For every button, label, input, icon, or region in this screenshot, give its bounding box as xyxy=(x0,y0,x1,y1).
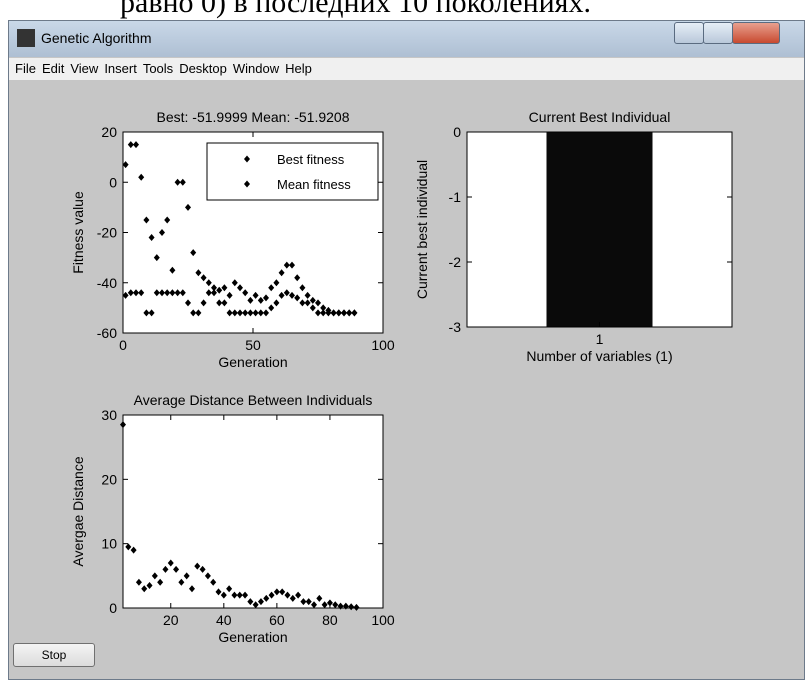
y-axis-label: Fitness value xyxy=(70,191,86,274)
chart-title: Current Best Individual xyxy=(529,109,671,125)
x-tick-label: 1 xyxy=(596,331,604,347)
x-tick-label: 50 xyxy=(245,337,261,353)
x-tick-label: 100 xyxy=(371,337,395,353)
legend-label: Mean fitness xyxy=(277,177,351,192)
x-axis-label: Generation xyxy=(218,629,287,645)
x-tick-label: 60 xyxy=(269,612,285,628)
x-tick-label: 40 xyxy=(216,612,232,628)
y-tick-label: 30 xyxy=(101,407,117,423)
page: равно 0) в последних 10 поколениях. Gene… xyxy=(0,0,811,684)
chart-title: Best: -51.9999 Mean: -51.9208 xyxy=(156,109,349,125)
x-tick-label: 0 xyxy=(119,337,127,353)
x-tick-label: 100 xyxy=(371,612,395,628)
y-tick-label: 20 xyxy=(101,471,117,487)
y-tick-label: -3 xyxy=(449,319,462,335)
y-tick-label: -1 xyxy=(449,189,462,205)
bar xyxy=(547,132,653,327)
y-axis-label: Avergae Distance xyxy=(70,456,86,566)
x-axis-label: Number of variables (1) xyxy=(526,348,672,364)
chart-title: Average Distance Between Individuals xyxy=(134,392,373,408)
y-tick-label: -2 xyxy=(449,254,462,270)
x-tick-label: 20 xyxy=(163,612,179,628)
y-axis-label: Current best individual xyxy=(414,160,430,299)
y-tick-label: 0 xyxy=(453,124,461,140)
y-tick-label: 20 xyxy=(101,124,117,140)
legend-label: Best fitness xyxy=(277,152,345,167)
y-tick-label: 0 xyxy=(109,600,117,616)
y-tick-label: -60 xyxy=(97,325,117,341)
x-axis-label: Generation xyxy=(218,354,287,370)
x-tick-label: 80 xyxy=(322,612,338,628)
plot-area xyxy=(123,415,383,608)
y-tick-label: -40 xyxy=(97,275,117,291)
y-tick-label: 10 xyxy=(101,536,117,552)
y-tick-label: 0 xyxy=(109,174,117,190)
charts: Best: -51.9999 Mean: -51.9208 Generation F… xyxy=(0,0,811,684)
y-tick-label: -20 xyxy=(97,225,117,241)
